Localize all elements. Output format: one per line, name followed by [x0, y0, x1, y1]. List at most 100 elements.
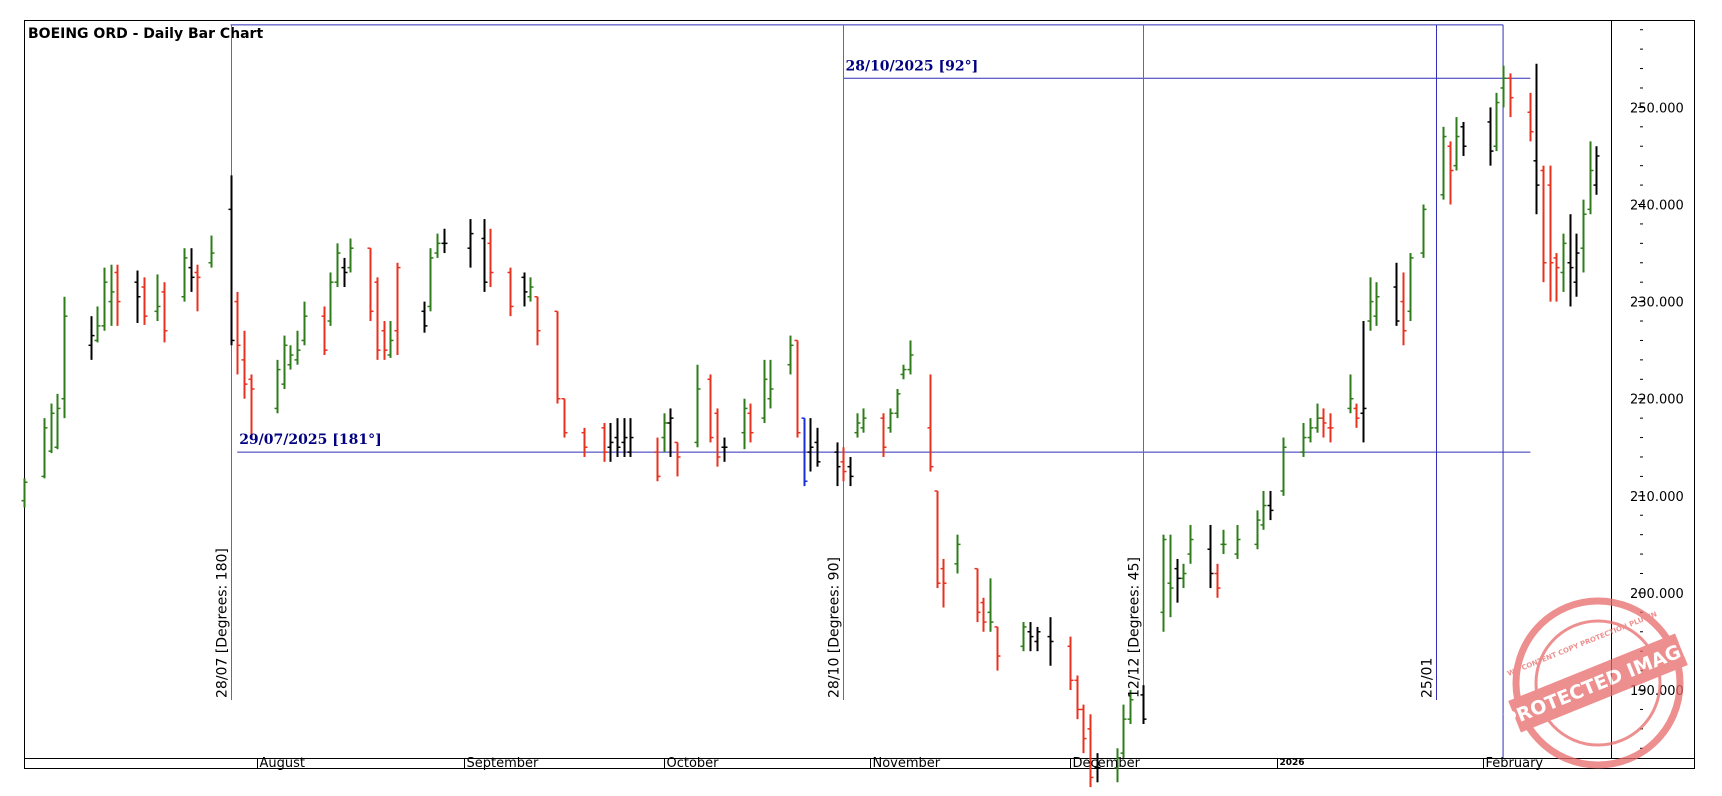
y-tick-label-210: 210.000	[1630, 490, 1684, 505]
ohlc-bar-2025-12-17	[1174, 558, 1181, 603]
ohlc-bar-2025-11-14	[954, 534, 961, 574]
annotations: 29/07/2025 [181°] 28/10/2025 [92°] 28/07 […	[215, 58, 1436, 698]
ohlc-bar-2026-01-28	[1453, 117, 1460, 171]
ohlc-bar-2025-09-19	[581, 427, 588, 457]
ohlc-bar-2025-12-29	[1254, 510, 1261, 550]
ohlc-bar-2026-01-07	[1314, 403, 1321, 433]
ohlc-bar-2025-10-31	[860, 408, 867, 433]
ohlc-bar-2025-10-08	[707, 374, 714, 443]
ohlc-bar-2026-02-16	[1580, 199, 1587, 273]
ohlc-bar-2026-01-02	[1280, 437, 1287, 496]
ohlc-bar-2025-07-03	[61, 296, 68, 419]
ohlc-bar-2025-10-20	[787, 335, 794, 375]
ohlc-bar-2025-09-25	[621, 418, 628, 457]
ohlc-bar-2025-10-29	[847, 456, 854, 487]
ohlc-bar-2025-11-20	[994, 626, 1001, 671]
ohlc-bar-2025-11-17	[974, 567, 981, 623]
ohlc-bar-2025-09-02	[467, 219, 474, 268]
ohlc-bar-2025-09-05	[487, 228, 494, 288]
ohlc-bar-2025-12-18	[1180, 563, 1187, 589]
ohlc-bar-2025-12-08	[1114, 748, 1121, 783]
ohlc-bar-2026-01-23	[1420, 204, 1427, 258]
ohlc-bar-2025-09-10	[521, 272, 528, 307]
angle-line-label-1: 28/10/2025 [92°]	[845, 58, 978, 74]
angle-line-label-0: 29/07/2025 [181°]	[239, 432, 382, 448]
ohlc-bar-2026-02-12	[1553, 253, 1560, 302]
ohlc-bar-2025-08-21	[387, 321, 394, 358]
month-label-2025-12-01: December	[1073, 756, 1141, 771]
y-tick-label-190: 190.000	[1630, 684, 1684, 699]
ohlc-bar-2025-12-03	[1080, 704, 1087, 754]
ohlc-bar-2025-07-09	[101, 267, 108, 331]
ohlc-bar-2026-01-16	[1373, 282, 1380, 326]
ohlc-bar-2026-02-17	[1587, 141, 1594, 215]
ohlc-bar-2025-08-13	[334, 243, 341, 288]
ohlc-bar-2025-11-11	[934, 490, 941, 589]
price-bars	[21, 63, 1600, 788]
ohlc-bar-2026-01-27	[1447, 141, 1454, 205]
ohlc-bar-2026-02-04	[1500, 65, 1507, 108]
ohlc-bar-2025-11-26	[1034, 626, 1041, 652]
ohlc-bar-2025-08-27	[427, 248, 434, 312]
ohlc-bar-2025-12-12	[1140, 685, 1147, 725]
ohlc-bar-2025-11-24	[1020, 622, 1027, 652]
ohlc-bar-2025-12-23	[1214, 563, 1221, 598]
ohlc-bar-2026-01-06	[1307, 418, 1314, 443]
ohlc-bar-2026-01-19	[1393, 262, 1400, 326]
ohlc-bar-2025-10-14	[747, 403, 754, 443]
ohlc-bar-2025-10-28	[840, 447, 847, 482]
month-label-2025-08-01: August	[260, 756, 306, 771]
ohlc-bar-2025-11-07	[907, 340, 914, 375]
ohlc-bar-2026-02-03	[1493, 92, 1500, 152]
ohlc-bar-2025-09-30	[654, 437, 661, 482]
y-tick-label-220: 220.000	[1630, 393, 1684, 408]
ohlc-bar-2025-09-26	[627, 418, 634, 457]
ohlc-bar-2025-08-19	[374, 277, 381, 360]
ohlc-bar-2025-09-24	[614, 418, 621, 457]
ohlc-bar-2025-08-20	[381, 321, 388, 360]
ohlc-bar-2025-07-25	[208, 235, 215, 268]
ohlc-bar-2025-10-21	[794, 339, 801, 438]
ohlc-bar-2025-12-05	[1094, 753, 1101, 783]
cycle-line-label-1: 28/10 [Degrees: 90]	[827, 557, 843, 698]
ohlc-bar-2025-07-02	[54, 393, 61, 450]
ohlc-bar-2025-09-16	[561, 397, 568, 438]
ohlc-bar-2026-02-08	[1527, 92, 1534, 142]
ohlc-bar-2025-07-29	[234, 291, 241, 375]
ohlc-bar-2025-09-23	[607, 422, 614, 462]
ohlc-bar-2026-01-14	[1360, 321, 1367, 443]
ohlc-bar-2025-08-29	[441, 228, 448, 254]
month-label-2026-01-01: 2026	[1280, 758, 1305, 768]
ohlc-bar-2026-02-11	[1547, 165, 1554, 302]
ohlc-bar-2026-02-18	[1593, 146, 1600, 195]
ohlc-bar-2025-10-16	[761, 359, 768, 423]
ohlc-bar-2025-12-02	[1074, 675, 1081, 720]
ohlc-bar-2025-10-22	[801, 417, 808, 487]
month-label-2025-10-01: October	[667, 756, 720, 771]
ohlc-bar-2025-10-03	[674, 441, 681, 477]
ohlc-bar-2025-12-30	[1260, 490, 1267, 530]
ohlc-bar-2025-08-28	[434, 233, 441, 258]
ohlc-bar-2025-11-18	[980, 597, 987, 632]
price-axis: 190.000 200.000 210.000 220.000 230.000 240.0…	[1630, 29, 1684, 749]
ohlc-bar-2025-07-15	[141, 277, 148, 325]
ohlc-bar-2026-02-10	[1540, 165, 1547, 283]
ohlc-bar-2025-10-02	[667, 408, 674, 457]
ohlc-bar-2026-01-15	[1367, 277, 1374, 331]
ohlc-bar-2025-07-01	[48, 403, 55, 454]
ohlc-bar-2025-12-09	[1120, 704, 1127, 758]
ohlc-bar-2025-11-12	[940, 558, 947, 608]
ohlc-bar-2025-12-19	[1187, 524, 1194, 564]
month-label-2026-02-01: February	[1486, 756, 1544, 771]
ohlc-bar-2026-01-29	[1460, 121, 1467, 156]
ohlc-bar-2025-08-11	[321, 306, 328, 356]
ohlc-bar-2025-11-05	[894, 389, 901, 419]
ohlc-bar-2025-07-23	[194, 264, 201, 312]
ohlc-bar-2025-08-04	[274, 359, 281, 414]
ohlc-bar-2025-09-12	[534, 296, 541, 346]
ohlc-bar-2026-01-05	[1300, 422, 1307, 457]
ohlc-bar-2025-11-25	[1027, 622, 1034, 652]
ohlc-bar-2025-09-08	[507, 267, 514, 317]
ohlc-bar-2025-11-04	[887, 408, 894, 433]
ohlc-bar-2025-11-19	[987, 578, 994, 632]
